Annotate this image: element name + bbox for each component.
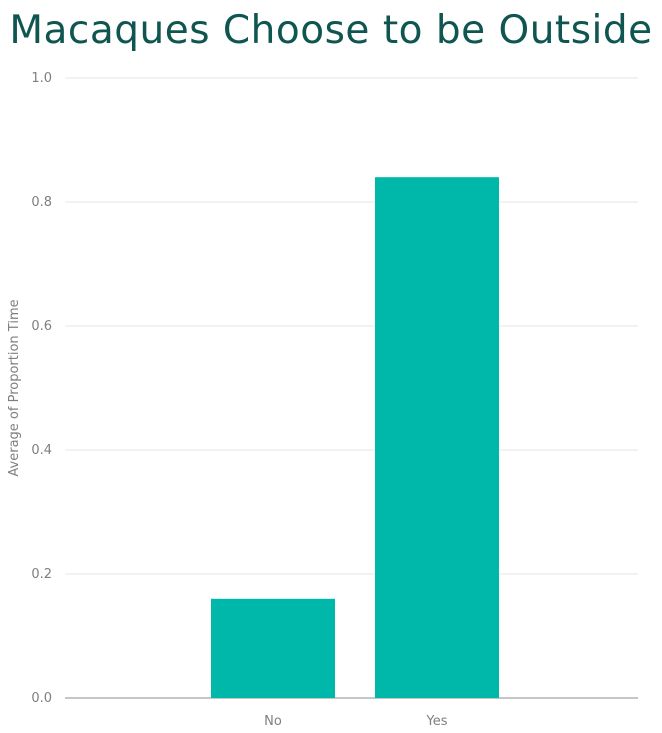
y-tick-label: 0.2 <box>31 567 52 582</box>
y-tick-label: 1.0 <box>31 71 52 86</box>
y-tick-labels: 0.0 0.2 0.4 0.6 0.8 1.0 <box>31 71 52 706</box>
y-tick-label: 0.8 <box>31 195 52 210</box>
x-tick-labels: No Yes <box>264 714 448 729</box>
bar-yes <box>375 177 499 698</box>
y-tick-label: 0.6 <box>31 319 52 334</box>
y-tick-label: 0.4 <box>31 443 52 458</box>
y-axis-label: Average of Proportion Time <box>7 299 22 476</box>
y-tick-label: 0.0 <box>31 691 52 706</box>
x-tick-label: Yes <box>426 714 448 729</box>
gridlines <box>65 77 638 699</box>
bars <box>211 177 499 698</box>
bar-no <box>211 598 335 698</box>
x-tick-label: No <box>264 714 282 729</box>
chart-title: Macaques Choose to be Outside <box>9 8 653 53</box>
